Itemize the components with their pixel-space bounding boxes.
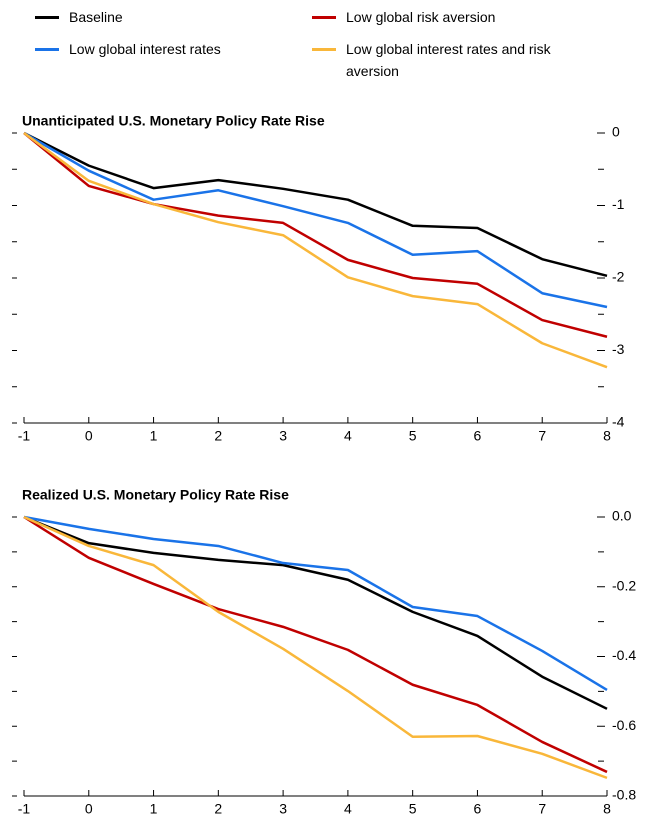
x-tick-label: 3	[279, 428, 287, 444]
x-tick-label: 0	[85, 801, 93, 817]
legend-item: Low global interest rates and risk avers…	[312, 38, 606, 82]
legend-item: Low global risk aversion	[312, 6, 606, 28]
y-tick-label: -2	[612, 269, 625, 285]
y-tick-label: -3	[612, 341, 625, 357]
x-tick-label: -1	[18, 428, 31, 444]
legend-label: Low global risk aversion	[346, 9, 496, 25]
legend-label: Baseline	[69, 9, 123, 25]
x-tick-label: 0	[85, 428, 93, 444]
legend-label: Low global interest rates	[69, 41, 221, 57]
x-tick-label: 3	[279, 801, 287, 817]
legend: Baseline Low global interest rates Low glo…	[0, 6, 647, 96]
series-line	[23, 515, 608, 774]
y-tick-label: -0.6	[612, 717, 636, 733]
legend-item: Low global interest rates	[35, 38, 329, 60]
y-tick-label: -1	[612, 196, 625, 212]
x-tick-label: 2	[214, 428, 222, 444]
x-tick-label: 7	[538, 428, 546, 444]
x-tick-label: -1	[18, 801, 31, 817]
x-tick-label: 8	[603, 428, 611, 444]
y-tick-label: -0.4	[612, 647, 636, 663]
series-line	[23, 131, 608, 278]
legend-swatch	[312, 48, 336, 51]
legend-label: Low global interest rates and risk avers…	[346, 41, 551, 79]
x-tick-label: 4	[344, 428, 352, 444]
series-line	[23, 131, 608, 369]
series-line	[23, 515, 608, 780]
chart-title: Realized U.S. Monetary Policy Rate Rise	[22, 487, 289, 503]
x-tick-label: 6	[474, 801, 482, 817]
x-tick-label: 7	[538, 801, 546, 817]
y-tick-label: -0.8	[612, 787, 636, 803]
chart-title: Unanticipated U.S. Monetary Policy Rate …	[22, 113, 325, 129]
y-tick-label: 0.0	[612, 508, 632, 524]
legend-item: Baseline	[35, 6, 329, 28]
x-tick-label: 2	[214, 801, 222, 817]
series-line	[23, 515, 608, 692]
legend-swatch	[35, 48, 59, 51]
series-line	[23, 132, 608, 338]
series-line	[23, 131, 608, 309]
x-tick-label: 5	[409, 801, 417, 817]
y-tick-label: -0.2	[612, 577, 636, 593]
x-tick-label: 4	[344, 801, 352, 817]
x-tick-label: 6	[474, 428, 482, 444]
y-tick-label: -4	[612, 414, 625, 430]
x-tick-label: 1	[150, 801, 158, 817]
x-tick-label: 5	[409, 428, 417, 444]
legend-swatch	[35, 16, 59, 19]
legend-swatch	[312, 16, 336, 19]
series-line	[23, 515, 608, 710]
x-tick-label: 8	[603, 801, 611, 817]
y-tick-label: 0	[612, 124, 620, 140]
x-tick-label: 1	[150, 428, 158, 444]
